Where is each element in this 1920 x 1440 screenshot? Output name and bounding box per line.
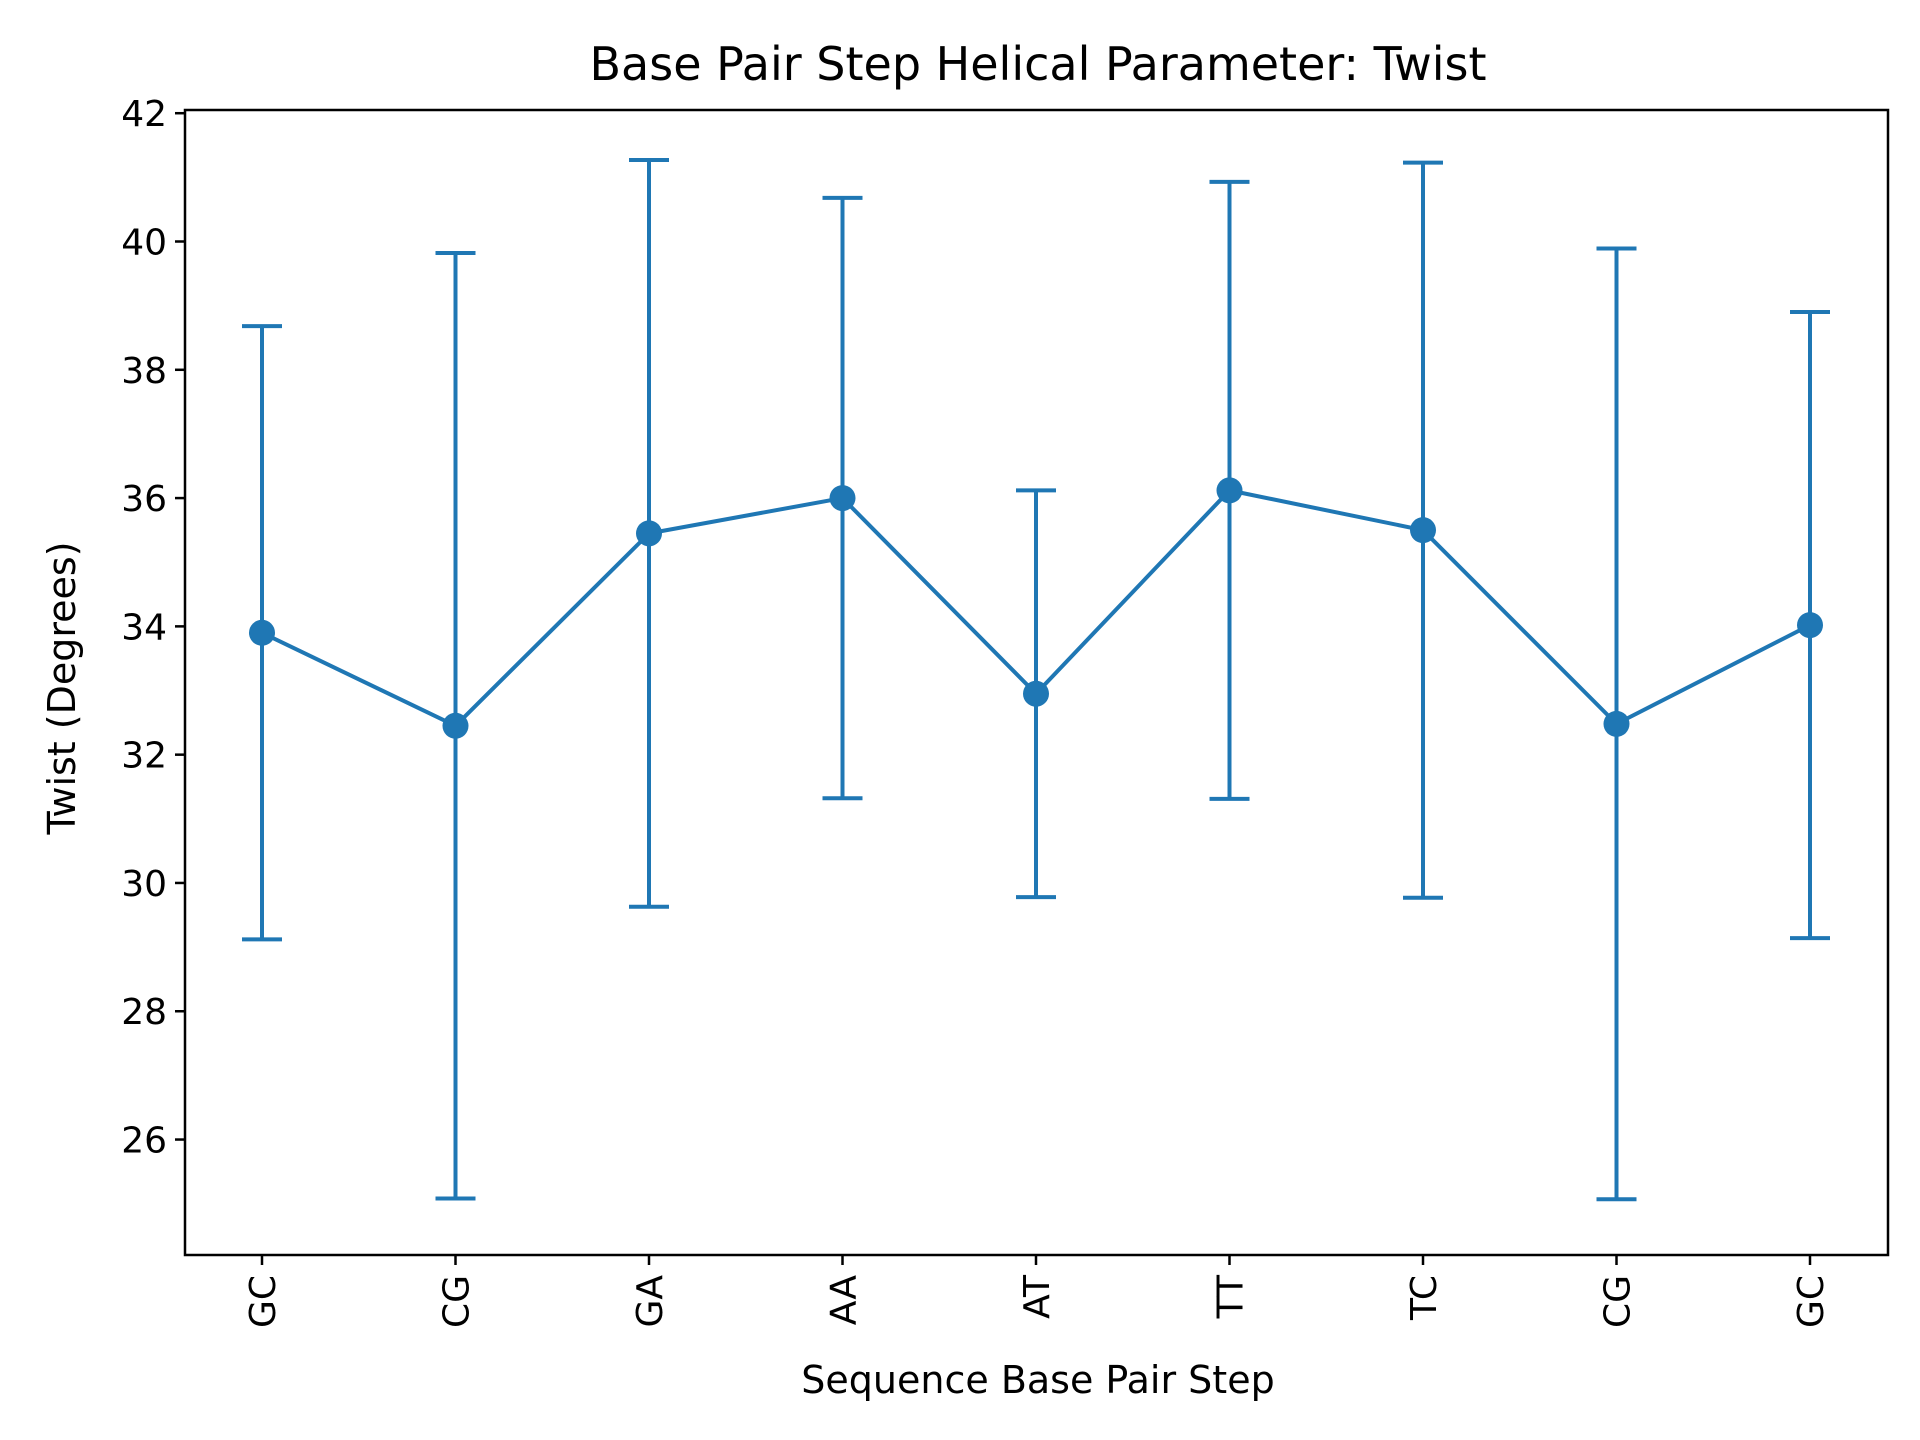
x-tick-label: CG xyxy=(437,1275,478,1328)
data-point xyxy=(442,712,469,739)
y-tick-label: 32 xyxy=(121,736,167,777)
data-point xyxy=(1603,710,1630,737)
y-tick-label: 28 xyxy=(121,992,167,1033)
data-point xyxy=(829,485,856,512)
x-tick-label: AT xyxy=(1017,1274,1058,1319)
x-tick-label: GA xyxy=(630,1275,671,1328)
y-tick-label: 30 xyxy=(121,864,167,905)
y-tick-label: 38 xyxy=(121,351,167,392)
y-axis: 26 28 30 32 34 36 38 40 42 xyxy=(121,94,185,1162)
plot-frame xyxy=(183,108,1890,1257)
data-point xyxy=(249,619,275,646)
x-axis-label: Sequence Base Pair Step xyxy=(801,1358,1274,1402)
data-point xyxy=(1410,517,1436,544)
x-tick-label: AA xyxy=(824,1275,865,1326)
y-tick-label: 42 xyxy=(121,94,167,135)
x-tick-label: GC xyxy=(1791,1275,1832,1328)
y-tick-label: 36 xyxy=(121,479,167,520)
data-point xyxy=(1216,477,1243,504)
x-tick-label: CG xyxy=(1598,1275,1639,1328)
data-point xyxy=(636,520,662,547)
y-tick-label: 34 xyxy=(121,607,167,648)
x-tick-label: TC xyxy=(1404,1275,1445,1321)
x-axis: GC CG GA AA AT TT TC CG GC xyxy=(243,1255,1832,1328)
data-points xyxy=(249,477,1823,739)
y-tick-label: 40 xyxy=(121,222,167,263)
y-axis-label: Twist (Degrees) xyxy=(40,541,84,835)
x-tick-label: GC xyxy=(243,1275,284,1328)
data-point xyxy=(1023,680,1049,707)
y-tick-label: 26 xyxy=(121,1121,167,1162)
chart-title: Base Pair Step Helical Parameter: Twist xyxy=(589,37,1486,91)
data-point xyxy=(1797,612,1823,639)
x-tick-label: TT xyxy=(1211,1274,1252,1319)
